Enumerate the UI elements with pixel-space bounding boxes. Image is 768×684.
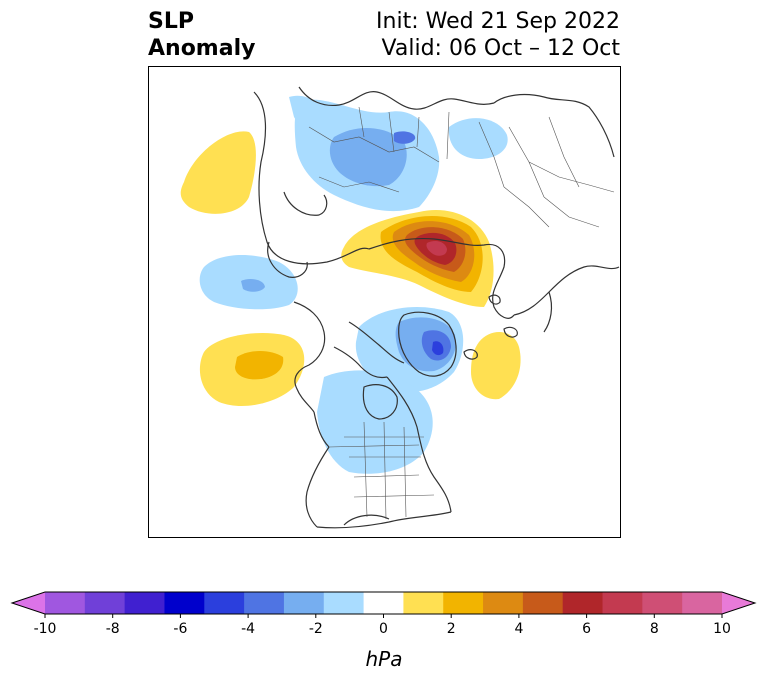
title-variable-line1: SLP [148,9,194,34]
colorbar-segment [283,592,325,614]
colorbar-tick-label: 6 [582,621,591,637]
colorbar-segment [244,592,285,614]
colorbar-segment [682,592,723,614]
colorbar-tick-label: -2 [309,621,323,637]
colorbar-tick-label: -8 [106,621,120,637]
colorbar-segment [84,592,126,614]
colorbar-segment [642,592,683,614]
colorbar-segment [483,592,524,614]
colorbar-segment [164,592,205,614]
colorbar-tick-label: 0 [379,621,388,637]
anomaly-contours [180,95,521,474]
positive-anomaly-north-atlantic [471,331,521,400]
colorbar-tick-label: -6 [173,621,187,637]
slp-anomaly-map [148,66,621,538]
colorbar-tick-label: 2 [447,621,456,637]
colorbar-segment [323,592,365,614]
map-title: SLP Anomaly [148,8,255,62]
colorbar-tick-label: -10 [34,621,57,637]
colorbar-segment [124,592,165,614]
colorbar-tick-label: 10 [713,621,731,637]
colorbar: -10 -8 -6 -4 -2 0 2 4 6 8 10 hPa [10,591,757,671]
colorbar-units: hPa [366,647,403,671]
title-variable-line2: Anomaly [148,36,256,61]
positive-anomaly-north-pacific [180,131,256,214]
colorbar-segment [522,592,564,614]
init-date: Init: Wed 21 Sep 2022 [376,9,620,34]
colorbar-segment [204,592,245,614]
colorbar-tick-label: -4 [241,621,255,637]
colorbar-tick-label: 8 [650,621,659,637]
colorbar-segment [602,592,643,614]
colorbar-tick-label: 4 [514,621,523,637]
valid-range: Valid: 06 Oct – 12 Oct [381,36,620,61]
colorbar-segment [562,592,604,614]
negative-anomaly-scandinavia-core [329,127,407,187]
colorbar-extend-low [12,592,45,614]
political-borders [308,106,615,520]
negative-anomaly-barents [448,118,508,159]
colorbar-extend-high [722,592,755,614]
forecast-dates: Init: Wed 21 Sep 2022 Valid: 06 Oct – 12… [376,8,620,62]
colorbar-segment [45,592,86,614]
negative-anomaly-north-america [317,370,433,474]
colorbar-segment [443,592,484,614]
coastlines [253,86,620,529]
colorbar-segment [403,592,444,614]
colorbar-segment [363,592,404,614]
